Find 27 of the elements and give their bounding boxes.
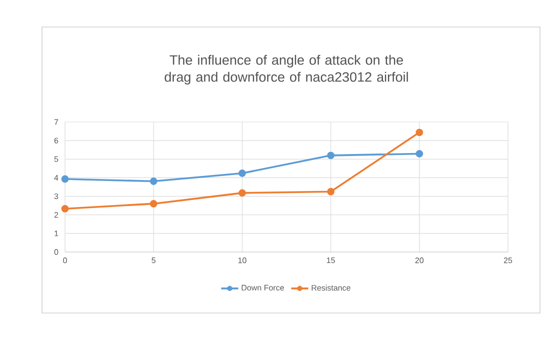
point <box>327 188 334 196</box>
x-tick-label: 10 <box>238 258 246 264</box>
x-tick-label: 15 <box>326 258 335 264</box>
point <box>327 152 334 160</box>
point <box>61 175 69 183</box>
point <box>416 150 424 158</box>
x-tick-label: 25 <box>504 258 512 264</box>
y-tick-label: 5 <box>54 156 58 162</box>
y-tick-label: 6 <box>54 138 58 144</box>
y-tick-label: 0 <box>54 249 58 255</box>
x-tick-label: 0 <box>63 258 67 264</box>
point <box>61 205 69 212</box>
y-tick-label: 2 <box>54 212 58 218</box>
legend-label: Down Force <box>242 284 284 291</box>
y-tick-label: 1 <box>54 230 58 236</box>
point <box>238 189 246 197</box>
x-tick-label: 20 <box>415 258 424 264</box>
x-tick-label: 5 <box>152 258 156 264</box>
point <box>150 178 158 185</box>
y-tick-label: 3 <box>54 193 58 200</box>
y-tick-label: 7 <box>54 119 58 125</box>
legend-label: Resistance <box>312 284 350 291</box>
chart-title: The influence of angle of attack on the drag and downforce of naca23012 airfoil <box>164 54 408 84</box>
y-tick-label: 4 <box>54 174 58 180</box>
point <box>150 200 158 208</box>
point <box>416 128 424 136</box>
point <box>238 170 246 177</box>
